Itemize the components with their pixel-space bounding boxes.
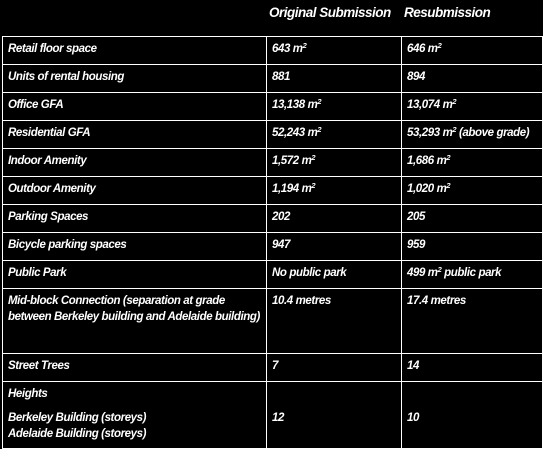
resubmission-value: 894 (401, 64, 543, 93)
row-label: Indoor Amenity (2, 148, 267, 177)
table-row-parking-spaces: Parking Spaces 202 205 (2, 204, 543, 233)
original-value: 10.4 metres (266, 288, 402, 354)
comparison-table: Retail floor space 643 m2 646 m2 Units o… (2, 36, 543, 449)
resubmission-value: 646 m2 (401, 36, 543, 65)
original-value: 13,138 m2 (266, 92, 402, 121)
adelaide-building-label: Adelaide Building (storeys) (8, 428, 147, 440)
resubmission-value: 1,686 m2 (401, 148, 543, 177)
table-row-office-gfa: Office GFA 13,138 m2 13,074 m2 (2, 92, 543, 121)
original-value: 202 (266, 204, 402, 233)
resubmission-heights-value: 10 (407, 412, 419, 424)
row-label: Outdoor Amenity (2, 176, 267, 205)
header-original-submission: Original Submission (269, 5, 391, 20)
resubmission-value: 1,020 m2 (401, 176, 543, 205)
berkeley-building-label: Berkeley Building (storeys) (8, 412, 147, 424)
row-label: Heights Berkeley Building (storeys) Adel… (2, 381, 267, 449)
row-label: Units of rental housing (2, 64, 267, 93)
table-row-public-park: Public Park No public park 499 m2 public… (2, 260, 543, 289)
row-label: Office GFA (2, 92, 267, 121)
table-header: Original Submission Resubmission (0, 0, 543, 32)
header-resubmission: Resubmission (404, 5, 491, 20)
original-value: 1,572 m2 (266, 148, 402, 177)
original-value: 643 m2 (266, 36, 402, 65)
table-row-street-trees: Street Trees 7 14 (2, 353, 543, 382)
row-label: Street Trees (2, 353, 267, 382)
original-value: 1,194 m2 (266, 176, 402, 205)
original-value: 52,243 m2 (266, 120, 402, 149)
row-label: Parking Spaces (2, 204, 267, 233)
original-value: 947 (266, 232, 402, 261)
resubmission-value: 959 (401, 232, 543, 261)
row-label: Bicycle parking spaces (2, 232, 267, 261)
original-heights-value: 12 (272, 412, 284, 424)
table-row-bicycle-parking: Bicycle parking spaces 947 959 (2, 232, 543, 261)
table-row-heights: Heights Berkeley Building (storeys) Adel… (2, 381, 543, 449)
table-row-retail-floor-space: Retail floor space 643 m2 646 m2 (2, 36, 543, 65)
resubmission-value: 499 m2 public park (401, 260, 543, 289)
resubmission-value: 17.4 metres (401, 288, 543, 354)
table-row-units-rental-housing: Units of rental housing 881 894 (2, 64, 543, 93)
row-label: Residential GFA (2, 120, 267, 149)
original-value: No public park (266, 260, 402, 289)
original-value: 12 (266, 381, 402, 449)
original-value: 7 (266, 353, 402, 382)
resubmission-value: 53,293 m2 (above grade) (401, 120, 543, 149)
resubmission-value: 13,074 m2 (401, 92, 543, 121)
resubmission-value: 10 (401, 381, 543, 449)
resubmission-value: 205 (401, 204, 543, 233)
table-row-outdoor-amenity: Outdoor Amenity 1,194 m2 1,020 m2 (2, 176, 543, 205)
original-value: 881 (266, 64, 402, 93)
row-label: Mid-block Connection (separation at grad… (2, 288, 267, 354)
resubmission-value: 14 (401, 353, 543, 382)
table-row-indoor-amenity: Indoor Amenity 1,572 m2 1,686 m2 (2, 148, 543, 177)
table-row-residential-gfa: Residential GFA 52,243 m2 53,293 m2 (abo… (2, 120, 543, 149)
row-label: Public Park (2, 260, 267, 289)
heights-title: Heights (8, 388, 48, 400)
row-label: Retail floor space (2, 36, 267, 65)
table-row-mid-block-connection: Mid-block Connection (separation at grad… (2, 288, 543, 354)
